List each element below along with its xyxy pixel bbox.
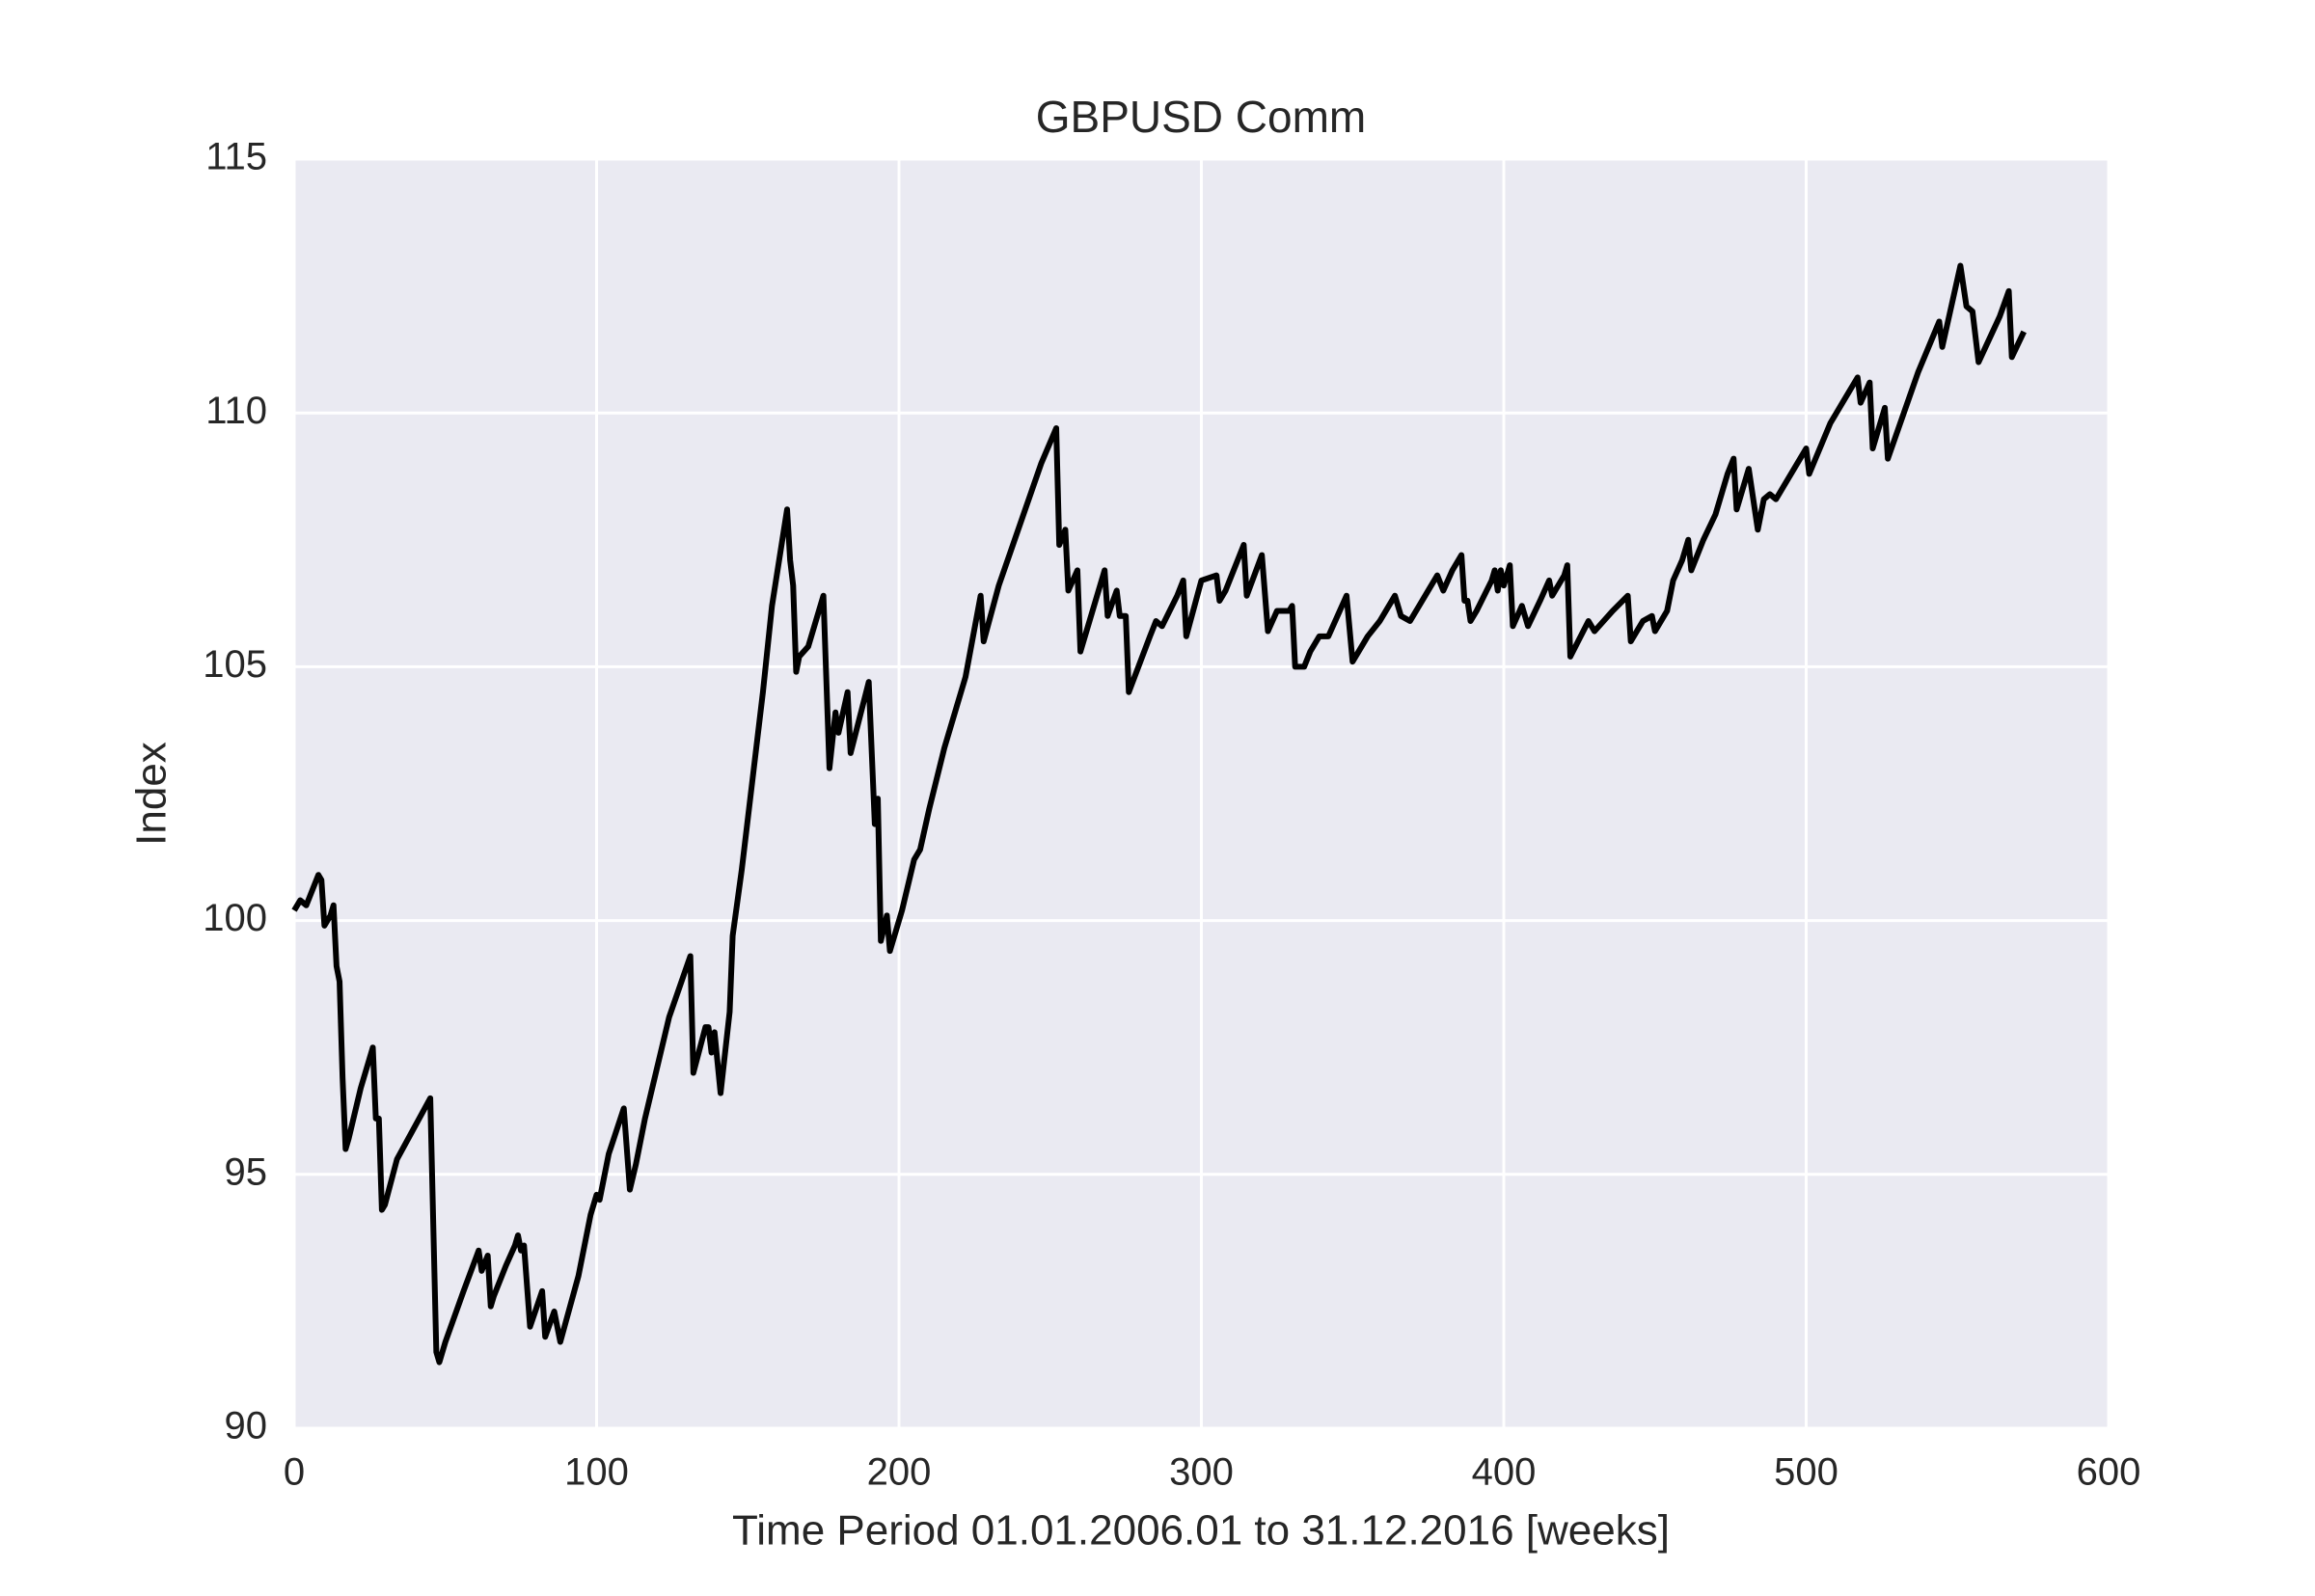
y-tick-label: 90 xyxy=(225,1405,268,1447)
y-tick-label: 115 xyxy=(205,136,267,178)
y-tick-label: 105 xyxy=(203,643,267,686)
x-tick-label: 300 xyxy=(1169,1451,1234,1494)
x-tick-label: 600 xyxy=(2077,1451,2141,1494)
x-tick-label: 400 xyxy=(1472,1451,1537,1494)
x-tick-label: 200 xyxy=(867,1451,932,1494)
chart-title: GBPUSD Comm xyxy=(1036,92,1366,142)
x-axis-label: Time Period 01.01.2006.01 to 31.12.2016 … xyxy=(732,1507,1670,1555)
x-tick-label: 0 xyxy=(284,1451,305,1494)
y-tick-label: 110 xyxy=(205,390,267,432)
y-axis-label: Index xyxy=(128,742,176,846)
line xyxy=(291,262,2027,1366)
x-tick-label: 500 xyxy=(1774,1451,1838,1494)
x-tick-label: 100 xyxy=(564,1451,629,1494)
y-tick-label: 100 xyxy=(203,897,267,939)
y-tick-label: 95 xyxy=(225,1150,268,1193)
